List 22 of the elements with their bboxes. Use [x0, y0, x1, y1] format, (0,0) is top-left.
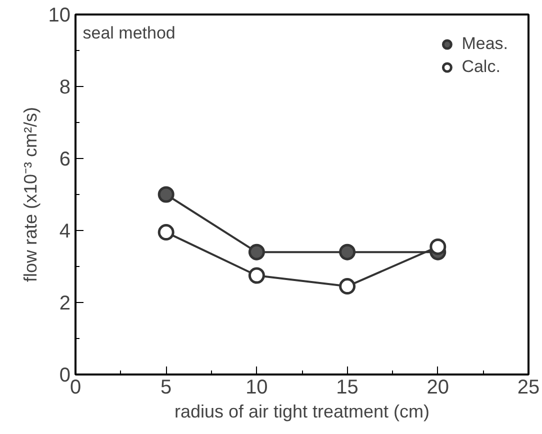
point: [158, 186, 174, 203]
legend-label: Meas.: [462, 34, 508, 54]
y-tick-label: 6: [59, 148, 70, 170]
y-tick-label: 10: [48, 4, 71, 26]
point: [158, 224, 174, 241]
x-tick-label: 5: [160, 376, 172, 398]
x-tick-label: 25: [517, 376, 540, 398]
point: [248, 244, 265, 260]
x-tick-label: 20: [426, 376, 450, 398]
y-axis-title: flow rate (x10⁻³ cm²/s): [20, 106, 40, 282]
legend-label: Calc.: [462, 57, 500, 77]
point: [248, 267, 265, 284]
y-tick-label: 4: [59, 220, 70, 242]
x-tick-label: 15: [336, 376, 358, 398]
point: [339, 278, 356, 295]
point: [430, 238, 446, 255]
x-tick-label: 10: [246, 376, 268, 398]
annotation: seal method: [82, 24, 176, 42]
y-tick-label: 2: [59, 292, 70, 314]
x-axis-title: radius of air tight treatment (cm): [174, 402, 430, 422]
y-tick-label: 8: [59, 76, 70, 98]
point: [339, 244, 356, 260]
